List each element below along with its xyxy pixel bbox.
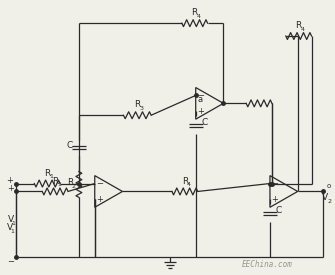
Text: −: − — [197, 91, 204, 100]
Text: +: + — [7, 184, 14, 193]
Text: 4: 4 — [197, 14, 201, 19]
Text: R: R — [295, 21, 302, 30]
Text: 4: 4 — [300, 27, 305, 32]
Text: C: C — [67, 141, 73, 150]
Text: R: R — [134, 100, 140, 109]
Text: −: − — [271, 179, 278, 188]
Text: 1: 1 — [49, 174, 53, 179]
Text: 3: 3 — [139, 106, 143, 111]
Text: +: + — [271, 195, 278, 204]
Text: −: − — [7, 257, 14, 266]
Text: R: R — [44, 169, 50, 178]
Text: R: R — [52, 177, 58, 186]
Text: −: − — [96, 179, 103, 188]
Text: R: R — [182, 177, 188, 186]
Text: o: o — [326, 183, 331, 189]
Text: V: V — [8, 215, 14, 224]
Text: 1: 1 — [11, 229, 14, 233]
Text: V: V — [322, 193, 328, 202]
Text: R: R — [67, 178, 73, 186]
Text: V: V — [7, 222, 13, 232]
Text: +: + — [197, 107, 204, 116]
Text: a: a — [197, 95, 202, 104]
Text: 2: 2 — [72, 185, 76, 189]
Text: EEChina.com: EEChina.com — [242, 260, 292, 269]
Text: C: C — [201, 118, 208, 127]
Text: 2: 2 — [327, 199, 331, 204]
Text: 1: 1 — [12, 221, 15, 225]
Text: C: C — [276, 206, 282, 215]
Text: R: R — [192, 8, 198, 17]
Text: +: + — [6, 176, 13, 185]
Text: 4: 4 — [187, 182, 191, 187]
Text: +: + — [96, 195, 103, 204]
Text: 1: 1 — [57, 182, 61, 187]
